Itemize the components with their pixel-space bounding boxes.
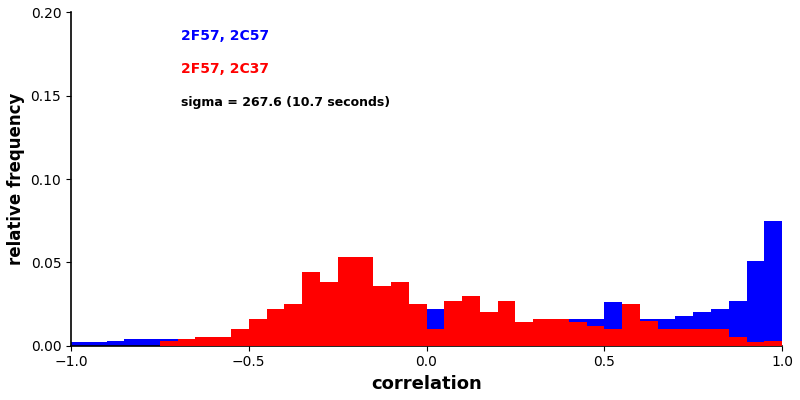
Bar: [533, 322, 551, 346]
Bar: [569, 322, 586, 346]
Bar: [622, 322, 640, 346]
Bar: [231, 329, 249, 346]
Bar: [640, 319, 658, 346]
Bar: [71, 342, 89, 346]
Bar: [231, 329, 249, 346]
Bar: [462, 296, 480, 346]
Bar: [426, 309, 444, 346]
Bar: [640, 321, 658, 346]
Bar: [746, 261, 764, 346]
Bar: [569, 319, 586, 346]
Bar: [160, 339, 178, 346]
Bar: [391, 282, 409, 346]
Bar: [693, 312, 711, 346]
Bar: [426, 329, 444, 346]
Y-axis label: relative frequency: relative frequency: [7, 93, 25, 265]
Bar: [302, 324, 320, 346]
Bar: [586, 319, 604, 346]
Bar: [444, 301, 462, 346]
Bar: [355, 324, 373, 346]
Bar: [604, 329, 622, 346]
Bar: [658, 329, 675, 346]
Bar: [284, 329, 302, 346]
Bar: [195, 338, 213, 346]
Bar: [302, 272, 320, 346]
Bar: [711, 309, 729, 346]
Bar: [462, 321, 480, 346]
Bar: [266, 309, 284, 346]
Bar: [515, 322, 533, 346]
Bar: [409, 304, 426, 346]
Bar: [693, 329, 711, 346]
Bar: [338, 258, 355, 346]
Bar: [746, 342, 764, 346]
Bar: [409, 321, 426, 346]
Bar: [551, 319, 569, 346]
Bar: [373, 286, 391, 346]
Bar: [320, 282, 338, 346]
Bar: [764, 341, 782, 346]
Bar: [498, 301, 515, 346]
Bar: [142, 339, 160, 346]
Bar: [658, 319, 675, 346]
Bar: [586, 326, 604, 346]
X-axis label: correlation: correlation: [371, 375, 482, 393]
Bar: [604, 302, 622, 346]
Bar: [533, 319, 551, 346]
Bar: [89, 342, 106, 346]
Bar: [249, 319, 266, 346]
Bar: [711, 329, 729, 346]
Bar: [160, 341, 178, 346]
Bar: [764, 221, 782, 346]
Bar: [515, 324, 533, 346]
Bar: [213, 338, 231, 346]
Bar: [320, 324, 338, 346]
Bar: [391, 322, 409, 346]
Bar: [729, 338, 746, 346]
Bar: [266, 329, 284, 346]
Bar: [675, 316, 693, 346]
Bar: [480, 312, 498, 346]
Bar: [106, 341, 124, 346]
Bar: [729, 301, 746, 346]
Bar: [675, 329, 693, 346]
Bar: [622, 304, 640, 346]
Text: 2F57, 2C57: 2F57, 2C57: [181, 29, 270, 43]
Bar: [498, 322, 515, 346]
Text: 2F57, 2C37: 2F57, 2C37: [181, 62, 269, 76]
Bar: [284, 304, 302, 346]
Bar: [124, 339, 142, 346]
Bar: [338, 324, 355, 346]
Bar: [249, 329, 266, 346]
Bar: [551, 319, 569, 346]
Bar: [480, 322, 498, 346]
Bar: [178, 339, 195, 346]
Bar: [355, 258, 373, 346]
Bar: [195, 339, 213, 346]
Bar: [373, 322, 391, 346]
Bar: [178, 339, 195, 346]
Text: sigma = 267.6 (10.7 seconds): sigma = 267.6 (10.7 seconds): [181, 96, 390, 109]
Bar: [444, 321, 462, 346]
Bar: [213, 338, 231, 346]
